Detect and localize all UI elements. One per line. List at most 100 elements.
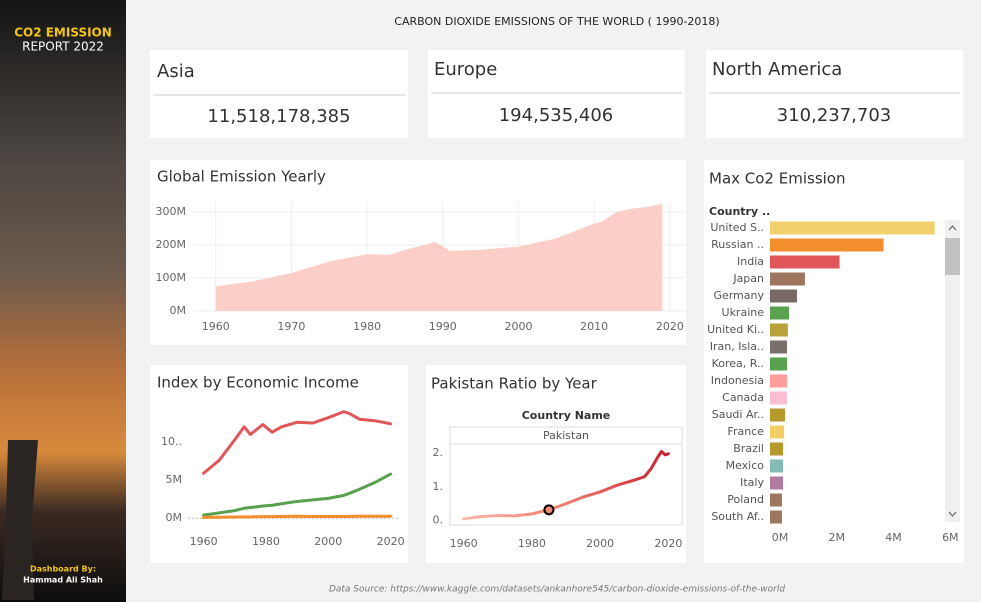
kpi-value: 194,535,406 [499,105,614,126]
bar [770,442,784,456]
x-tick-label: 2020 [656,320,684,333]
x-tick-label: 2010 [580,320,608,333]
category-header: Country .. [709,205,770,218]
line [462,449,670,521]
author: Hammad Ali Shah [23,576,103,585]
y-tick-label: 2. [433,446,444,459]
line [202,514,393,519]
category-label: Iran, Isla.. [710,340,764,353]
category-label: Saudi Ar.. [712,408,764,421]
y-tick-label: 0. [433,514,444,527]
kpi-value: 310,237,703 [777,105,892,126]
bar [770,374,788,388]
sidebar-subtitle: REPORT 2022 [22,40,104,54]
panel-label: Pakistan [543,429,589,442]
y-tick-label: 0M [166,511,183,524]
chart-title: Global Emission Yearly [157,168,326,186]
category-label: Canada [722,391,764,404]
bar [770,391,788,405]
panel-frame [449,426,683,526]
x-tick-label: 6M [942,531,959,544]
bar [770,357,788,371]
x-tick-label: 1960 [190,535,218,548]
x-tick-label: 1980 [252,535,280,548]
y-tick-label: 0M [170,304,187,317]
y-tick-label: 5M [166,473,183,486]
y-tick-label: 300M [156,205,187,218]
chart-title: Index by Economic Income [157,374,359,392]
x-tick-label: 2M [829,531,846,544]
scroll-down[interactable] [948,511,957,517]
kpi-card [428,50,685,138]
kpi-card [150,50,408,138]
category-label: Brazil [733,442,764,455]
category-label: United S.. [710,221,764,234]
category-label: South Af.. [711,510,764,523]
bar [770,272,805,286]
category-label: Mexico [726,459,765,472]
bar [770,289,797,303]
scrollbar-thumb[interactable] [945,238,960,275]
y-tick-label: 1. [433,480,444,493]
bar [770,255,840,269]
tower-icon [2,440,38,600]
highlight-point [543,504,555,516]
x-tick-label: 2000 [504,320,532,333]
x-tick-label: 2000 [586,537,614,550]
bar [770,221,935,235]
category-label: Korea, R.. [712,357,764,370]
x-tick-label: 4M [885,531,902,544]
y-tick-label: 100M [156,271,187,284]
y-tick-label: 10.. [161,435,182,448]
x-tick-label: 1980 [353,320,381,333]
category-label: Germany [713,289,764,302]
kpi-label: North America [712,59,842,80]
bar [770,493,782,507]
category-label: Ukraine [722,306,765,319]
column-header: Country Name [522,409,611,422]
bar [770,238,884,252]
bar [770,510,782,524]
kpi-label: Asia [157,61,195,82]
kpi-card [706,50,963,138]
x-tick-label: 1970 [277,320,305,333]
x-tick-label: 2020 [654,537,682,550]
category-label: Russian .. [711,238,764,251]
scrollbar[interactable] [945,220,960,522]
x-tick-label: 1960 [450,537,478,550]
category-label: Italy [740,476,764,489]
data-source: Data Source: https://www.kaggle.com/data… [329,585,785,595]
x-tick-label: 2020 [377,535,405,548]
credit-label: Dashboard By: [30,565,96,574]
sidebar-title: CO2 EMISSION [14,26,112,40]
category-label: Poland [727,493,764,506]
category-label: India [737,255,764,268]
category-label: United Ki.. [707,323,764,336]
kpi-value: 11,518,178,385 [207,106,350,127]
dashboard-title: CARBON DIOXIDE EMISSIONS OF THE WORLD ( … [394,15,719,28]
chart-card [426,365,686,563]
chart-card [150,365,408,563]
category-label: Indonesia [711,374,764,387]
x-tick-label: 1960 [202,320,230,333]
chart-title: Pakistan Ratio by Year [431,375,598,393]
x-tick-label: 2000 [314,535,342,548]
x-tick-label: 1980 [518,537,546,550]
kpi-label: Europe [434,59,497,80]
y-tick-label: 200M [156,238,187,251]
x-tick-label: 0M [772,531,789,544]
chart-title: Max Co2 Emission [709,170,845,188]
bar [770,340,788,354]
bar [770,459,784,473]
bar [770,306,790,320]
line [202,472,393,517]
category-label: France [727,425,764,438]
category-label: Japan [732,272,764,285]
scroll-up[interactable] [948,225,957,231]
line [202,410,393,475]
area [215,203,663,311]
bar [770,425,785,439]
bar [770,323,788,337]
